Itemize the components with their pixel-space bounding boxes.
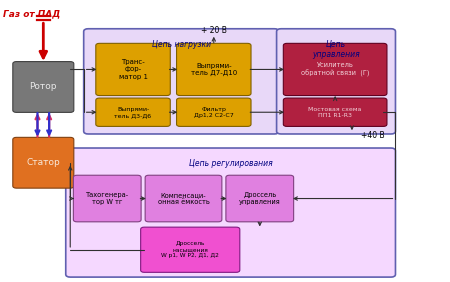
- Text: Статор: Статор: [27, 158, 60, 167]
- FancyBboxPatch shape: [284, 43, 387, 96]
- FancyBboxPatch shape: [176, 43, 251, 96]
- Text: Цепь нагрузки: Цепь нагрузки: [152, 40, 211, 49]
- FancyBboxPatch shape: [73, 175, 141, 222]
- FancyBboxPatch shape: [96, 98, 170, 126]
- FancyBboxPatch shape: [141, 227, 240, 272]
- Text: Мостовая схема
ПП1 R1-R3: Мостовая схема ПП1 R1-R3: [308, 107, 362, 118]
- Text: Фильтр
Др1,2 С2-С7: Фильтр Др1,2 С2-С7: [194, 107, 234, 118]
- FancyBboxPatch shape: [84, 29, 279, 134]
- Text: Дроссель
насыщения
W р1, W Р2, Д1, Д2: Дроссель насыщения W р1, W Р2, Д1, Д2: [161, 241, 219, 258]
- Text: Выпрями-
тель Д3-Д6: Выпрями- тель Д3-Д6: [114, 107, 152, 118]
- Text: Усилитель
обратной связи  (Г): Усилитель обратной связи (Г): [301, 62, 369, 77]
- Text: Тахогенера-
тор W тг: Тахогенера- тор W тг: [86, 192, 129, 205]
- FancyBboxPatch shape: [145, 175, 222, 222]
- Text: Ротор: Ротор: [30, 82, 57, 91]
- Text: Компенсаци-
онная ёмкость: Компенсаци- онная ёмкость: [158, 192, 209, 205]
- FancyBboxPatch shape: [66, 148, 396, 277]
- FancyBboxPatch shape: [13, 61, 74, 113]
- FancyBboxPatch shape: [284, 98, 387, 126]
- Text: +40 В: +40 В: [361, 131, 385, 140]
- FancyBboxPatch shape: [96, 43, 170, 96]
- Text: + 20 В: + 20 В: [201, 26, 227, 35]
- Text: Газ от ПАД: Газ от ПАД: [3, 9, 60, 18]
- FancyBboxPatch shape: [13, 137, 74, 188]
- Text: Цепь регулирования: Цепь регулирования: [189, 159, 273, 168]
- Text: Выпрями-
тель Д7-Д10: Выпрями- тель Д7-Д10: [191, 63, 237, 76]
- Text: Транс-
фор-
матор 1: Транс- фор- матор 1: [118, 59, 148, 80]
- Text: Цепь
управления: Цепь управления: [312, 40, 360, 60]
- Text: Дроссель
управления: Дроссель управления: [239, 192, 281, 205]
- FancyBboxPatch shape: [277, 29, 396, 134]
- FancyBboxPatch shape: [176, 98, 251, 126]
- FancyBboxPatch shape: [226, 175, 294, 222]
